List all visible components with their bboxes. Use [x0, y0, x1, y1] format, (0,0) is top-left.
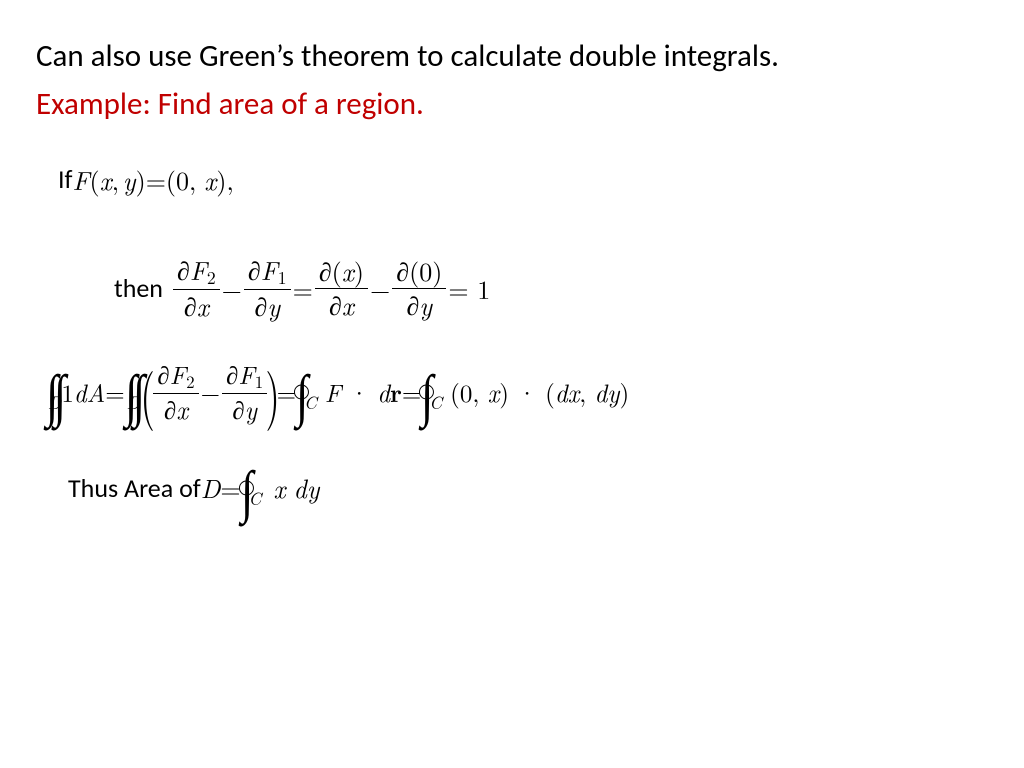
- lparen-big: (: [141, 368, 155, 416]
- frac-dF1-dy-b: ∂F1 ∂y: [222, 361, 267, 423]
- minus-1: −: [222, 270, 242, 307]
- lead-then: then: [114, 272, 163, 304]
- iint-D-1: ∫∫ D: [46, 367, 61, 416]
- func-F: F: [73, 161, 90, 198]
- one-dA: 1dA: [61, 375, 105, 410]
- lead-thus-area: Thus Area of: [68, 472, 201, 504]
- equals-3a: =: [105, 375, 124, 410]
- oint-C-1: ∫ C: [296, 367, 317, 416]
- comma-tail: ,: [226, 161, 233, 198]
- vec-dot-vec: (0, x) · (dx, dy): [450, 375, 629, 410]
- minus-2: −: [370, 270, 390, 307]
- F-dot-dr: F · dr: [325, 375, 402, 410]
- frac-dx-dx: ∂(x) ∂x: [315, 257, 368, 319]
- equals-4: =: [220, 469, 240, 506]
- equals-one: = 1: [448, 270, 490, 307]
- frac-dF2-dx-b: ∂F2 ∂x: [153, 361, 198, 423]
- slide: Can also use Green’s theorem to calculat…: [0, 0, 1024, 768]
- frac-dF2-dx: ∂F2 ∂x: [173, 256, 220, 321]
- frac-dF1-dy: ∂F1 ∂y: [244, 256, 291, 321]
- func-args: (x,y): [89, 161, 145, 198]
- slide-heading: Can also use Green’s theorem to calculat…: [36, 36, 988, 76]
- equals-1: =: [146, 161, 166, 198]
- iint-D-2: ∫∫ D: [125, 367, 140, 416]
- oint-C-3: ∫ C: [241, 463, 262, 512]
- oint-C-2: ∫ C: [421, 367, 442, 416]
- region-D: D: [201, 469, 221, 506]
- frac-d0-dy: ∂(0) ∂y: [392, 257, 446, 319]
- vector-rhs: (0,x): [166, 161, 227, 198]
- equals-2a: =: [293, 270, 313, 307]
- math-line-1: If F (x,y) = (0,x) ,: [58, 161, 988, 198]
- slide-subheading: Example: Find area of a region.: [36, 84, 988, 124]
- lead-if: If: [58, 163, 73, 195]
- math-line-4: Thus Area of D = ∫ C xdy: [68, 463, 988, 512]
- rparen-big: ): [266, 368, 280, 416]
- math-line-3: ∫∫ D 1dA = ∫∫ D ( ∂F2 ∂x − ∂F1 ∂y ) = ∫ …: [46, 361, 988, 423]
- math-line-2: then ∂F2 ∂x − ∂F1 ∂y = ∂(x) ∂x − ∂(0) ∂y…: [114, 256, 988, 321]
- minus-3: −: [201, 375, 220, 410]
- integrand-x-dy: xdy: [273, 469, 319, 506]
